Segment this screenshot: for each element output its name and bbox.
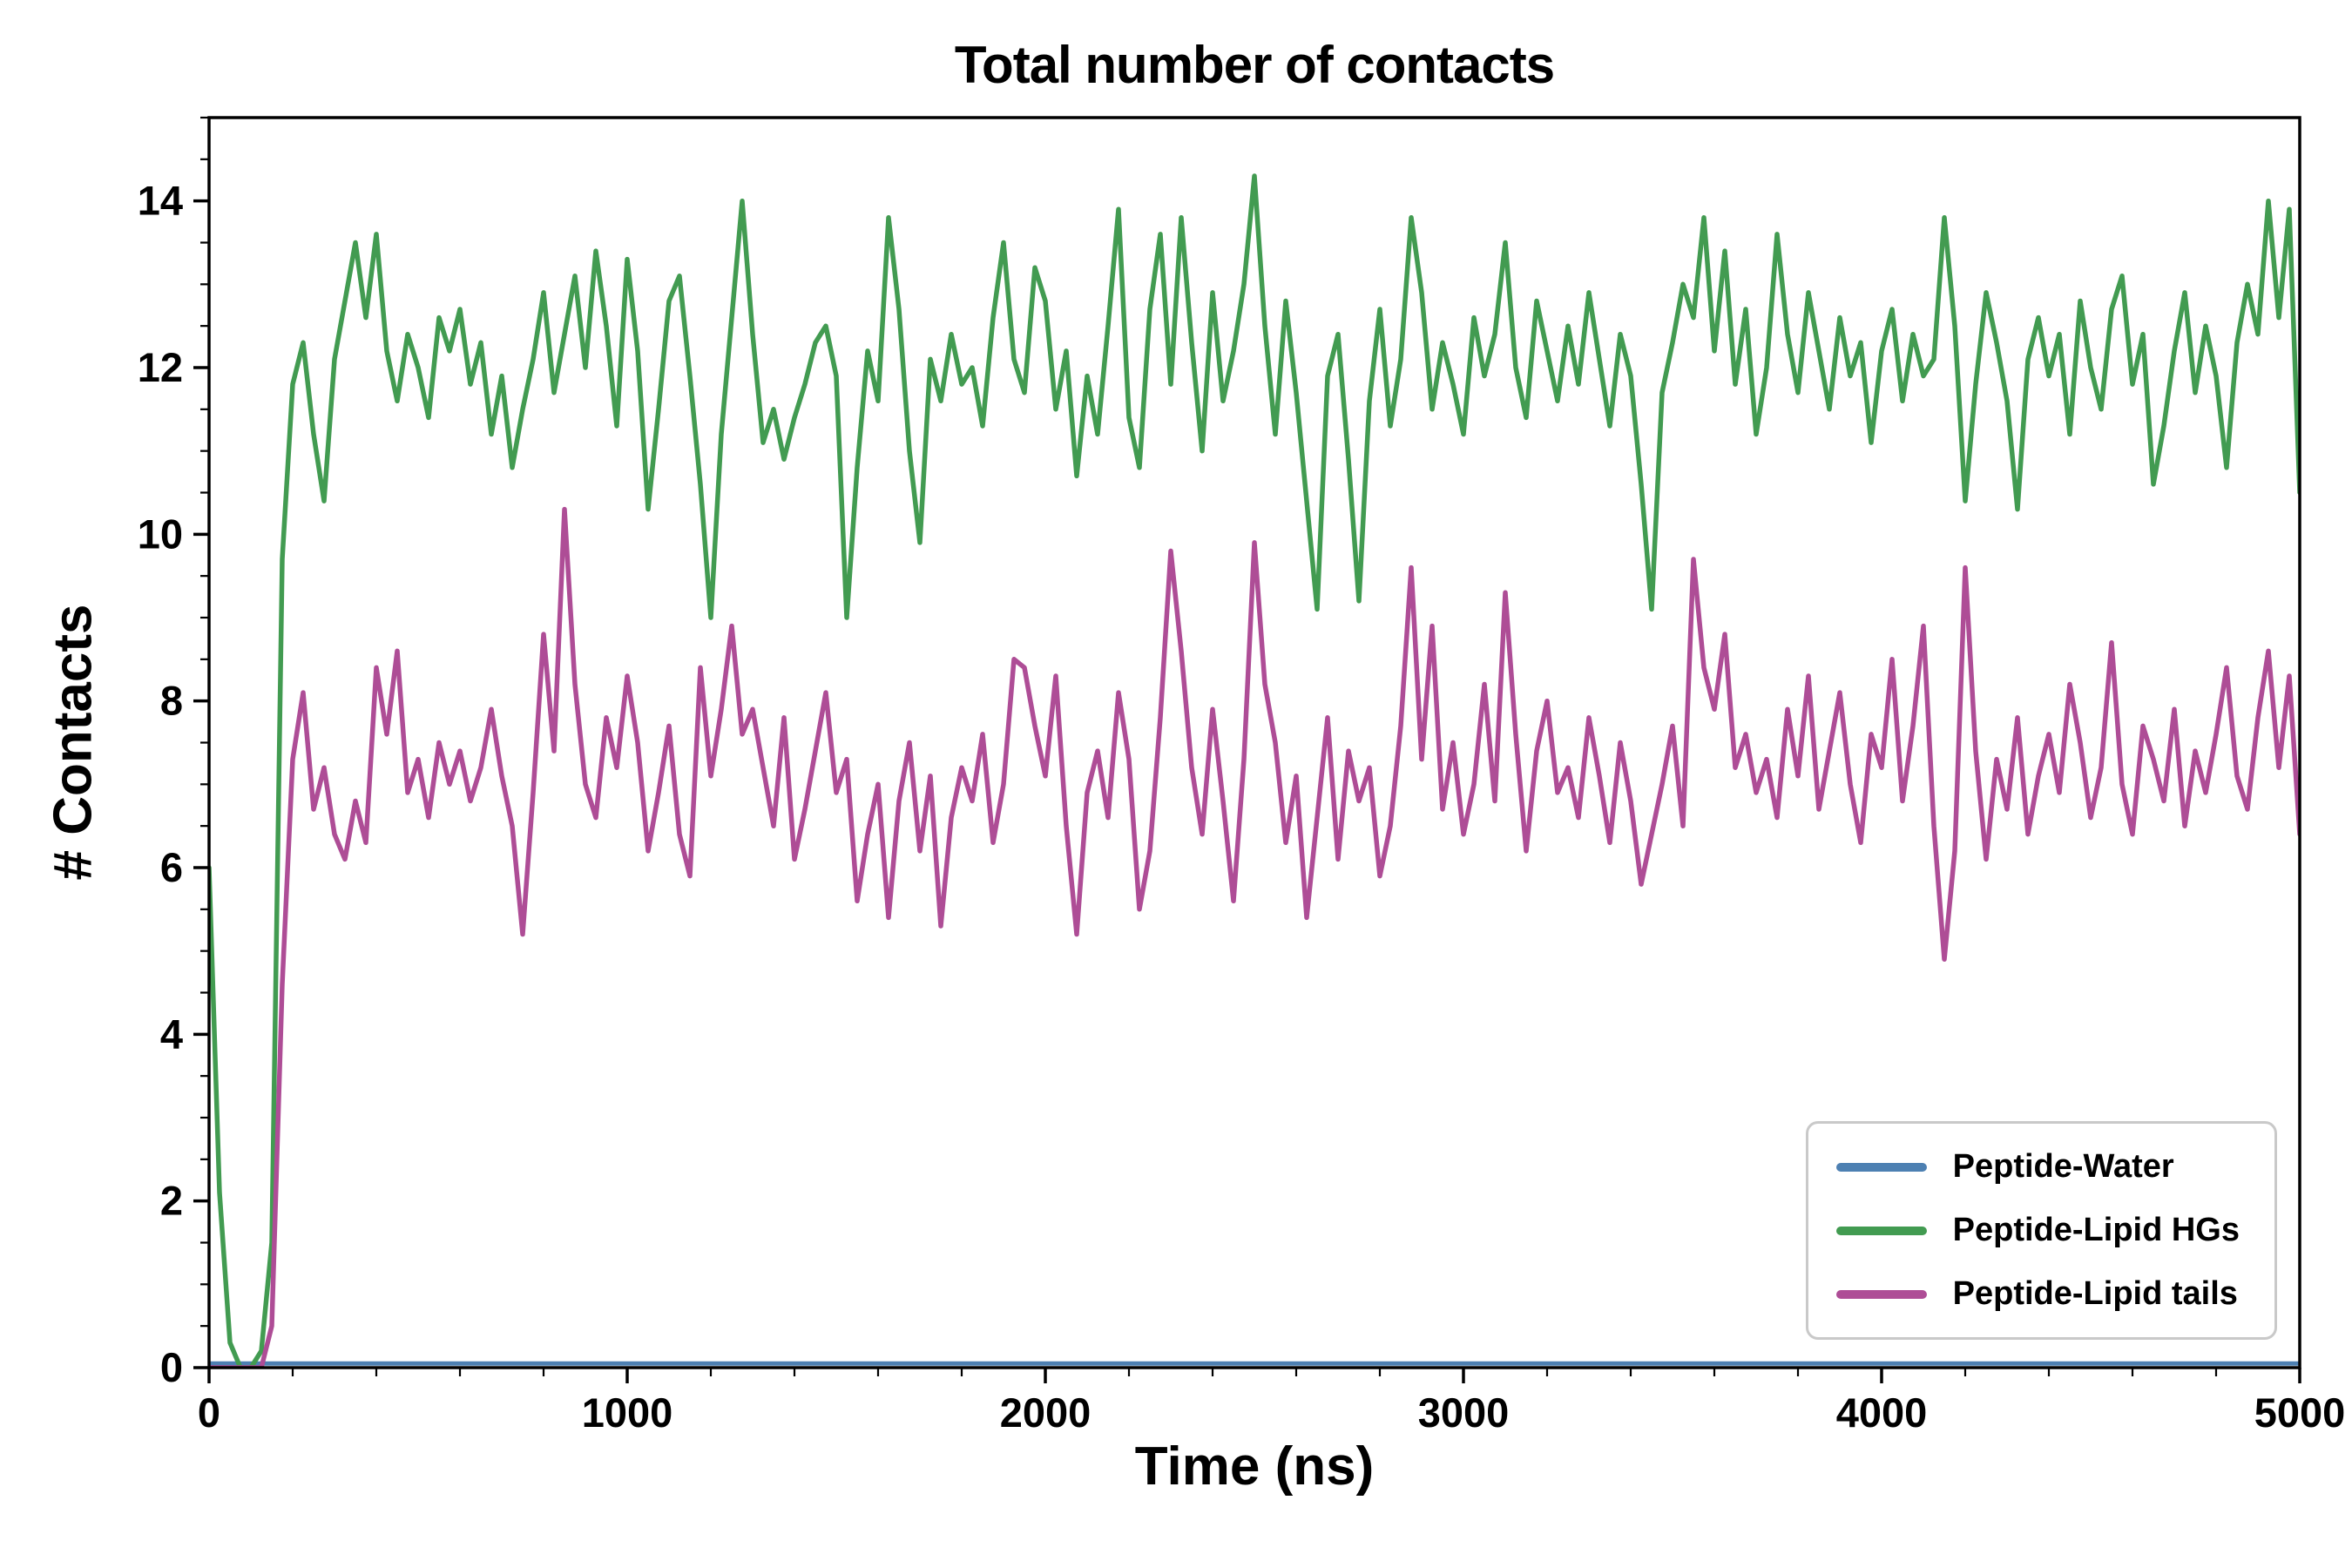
y-tick-label: 8	[160, 678, 183, 724]
x-tick-label: 1000	[582, 1389, 673, 1436]
legend-line-swatch-peptide-water	[1835, 1162, 1927, 1172]
legend-item-label: Peptide-Water	[1952, 1148, 2174, 1185]
x-axis-label: Time (ns)	[1134, 1436, 1375, 1497]
legend-item-peptide-lipid-hgs: Peptide-Lipid HGs	[1835, 1212, 2240, 1249]
y-tick-label: 0	[160, 1344, 183, 1390]
legend-item-peptide-lipid-tails: Peptide-Lipid tails	[1835, 1275, 2240, 1313]
legend-item-label: Peptide-Lipid HGs	[1952, 1212, 2240, 1248]
chart-title: Total number of contacts	[954, 36, 1555, 94]
legend-item-peptide-water: Peptide-Water	[1835, 1148, 2240, 1186]
series-line-peptide-lipid-hgs	[209, 173, 2300, 1368]
legend-line-swatch-peptide-lipid-hgs	[1835, 1226, 1927, 1235]
legend-line-swatch-peptide-lipid-tails	[1835, 1289, 1927, 1299]
y-tick-label: 2	[160, 1178, 183, 1224]
axes-frame	[207, 116, 2301, 1369]
series-line-peptide-lipid-tails	[209, 506, 2300, 1368]
x-tick-label: 3000	[1418, 1389, 1510, 1436]
y-tick-label: 12	[138, 344, 183, 390]
legend-item-label: Peptide-Lipid tails	[1952, 1275, 2238, 1312]
y-tick-label: 4	[160, 1010, 183, 1057]
y-tick-label: 10	[138, 510, 183, 557]
y-tick-label: 14	[138, 178, 183, 224]
legend: Peptide-Water Peptide-Lipid HGs Peptide-…	[1805, 1121, 2277, 1340]
x-tick-label: 5000	[2254, 1389, 2346, 1436]
y-tick-label: 6	[160, 844, 183, 890]
x-tick-label: 2000	[1000, 1389, 1092, 1436]
y-axis-label: # Contacts	[43, 604, 104, 881]
x-tick-label: 0	[198, 1389, 220, 1436]
x-tick-label: 4000	[1836, 1389, 1928, 1436]
